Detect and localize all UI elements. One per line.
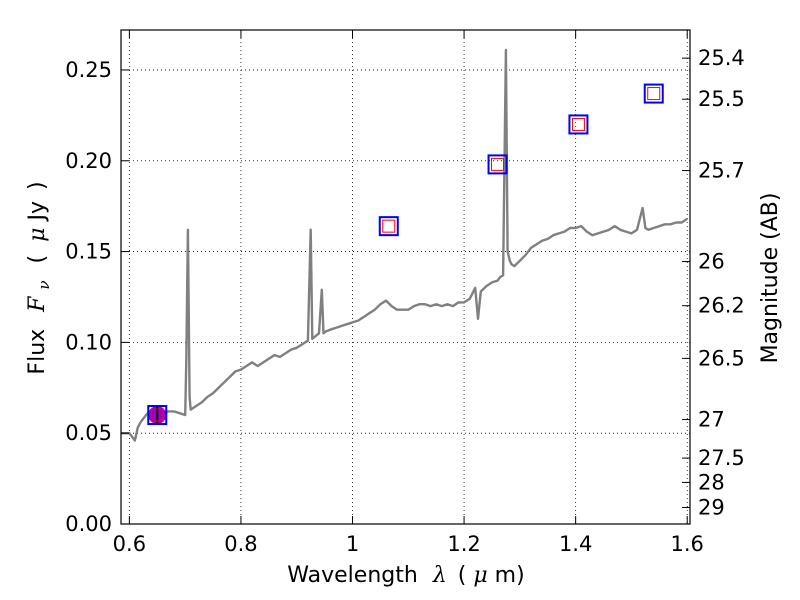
- model-sed-series: [121, 48, 688, 442]
- x-axis-title: Wavelength λ ( μ m): [287, 563, 524, 588]
- y-tick-label: 0.10: [65, 330, 112, 354]
- y-axis-unit-open: (: [25, 255, 50, 264]
- x-tick-label: 1.6: [671, 532, 704, 556]
- y2-tick-label: 26.5: [698, 346, 745, 370]
- x-tick-label: 1.2: [447, 532, 480, 556]
- y-axis-title-symbol: F: [25, 296, 50, 313]
- y-axis-title-subscript: ν: [35, 280, 53, 289]
- y-tick-label: 0.15: [65, 240, 112, 264]
- y2-tick-label: 29: [698, 495, 725, 519]
- y-axis-unit-rest: Jy: [25, 201, 50, 223]
- y-tick-label: 0.20: [65, 149, 112, 173]
- y-tick-label: 0.00: [65, 512, 112, 536]
- plot-frame: [120, 29, 691, 525]
- y-axis-title: Flux F ν ( μ Jy ): [25, 181, 55, 374]
- x-axis-unit-rest: m): [495, 563, 525, 588]
- y-tick-label: 0.25: [65, 58, 112, 82]
- axis-ticks: 0.6 0.8 1 1.2 1.4 1.6 0.00 0.05 0.10 0.15 0.20 0.25…: [65, 30, 745, 556]
- x-tick-label: 0.6: [113, 532, 146, 556]
- y2-tick-label: 26.2: [698, 294, 745, 318]
- x-tick-label: 1: [346, 532, 359, 556]
- model-sed-line: [121, 48, 688, 442]
- photometry-square: [643, 83, 664, 104]
- photometry-points: [147, 83, 664, 426]
- x-axis-unit-open: (: [458, 563, 467, 588]
- x-tick-label: 0.8: [224, 532, 257, 556]
- x-axis-title-text: Wavelength: [287, 563, 418, 588]
- x-axis-unit-mu: μ: [473, 563, 487, 588]
- y2-tick-label: 28: [698, 470, 725, 494]
- x-axis-title-symbol: λ: [432, 563, 447, 588]
- y-axis-unit-close: ): [25, 181, 50, 190]
- photometry-square-inner: [647, 87, 661, 101]
- photometry-square: [568, 114, 589, 135]
- photometry-square-inner: [382, 219, 396, 233]
- photometry-square-inner: [571, 117, 585, 131]
- x-tick-label: 1.4: [559, 532, 592, 556]
- y-axis-unit-mu: μ: [25, 228, 50, 242]
- photometry-square: [378, 216, 399, 237]
- y2-tick-label: 25.7: [698, 159, 745, 183]
- y2-tick-label: 27: [698, 408, 725, 432]
- y2-tick-label: 27.5: [698, 446, 745, 470]
- photometry-square-inner: [491, 157, 505, 171]
- y2-tick-label: 26: [698, 250, 725, 274]
- y-tick-label: 0.05: [65, 421, 112, 445]
- y2-tick-label: 25.4: [698, 46, 745, 70]
- y2-tick-label: 25.5: [698, 87, 745, 111]
- y2-axis-title: Magnitude (AB): [758, 193, 783, 364]
- photometry-square: [487, 154, 508, 175]
- y-axis-title-text: Flux: [25, 329, 50, 375]
- photometry-square: [147, 405, 168, 426]
- photometry-square-inner: [150, 408, 164, 422]
